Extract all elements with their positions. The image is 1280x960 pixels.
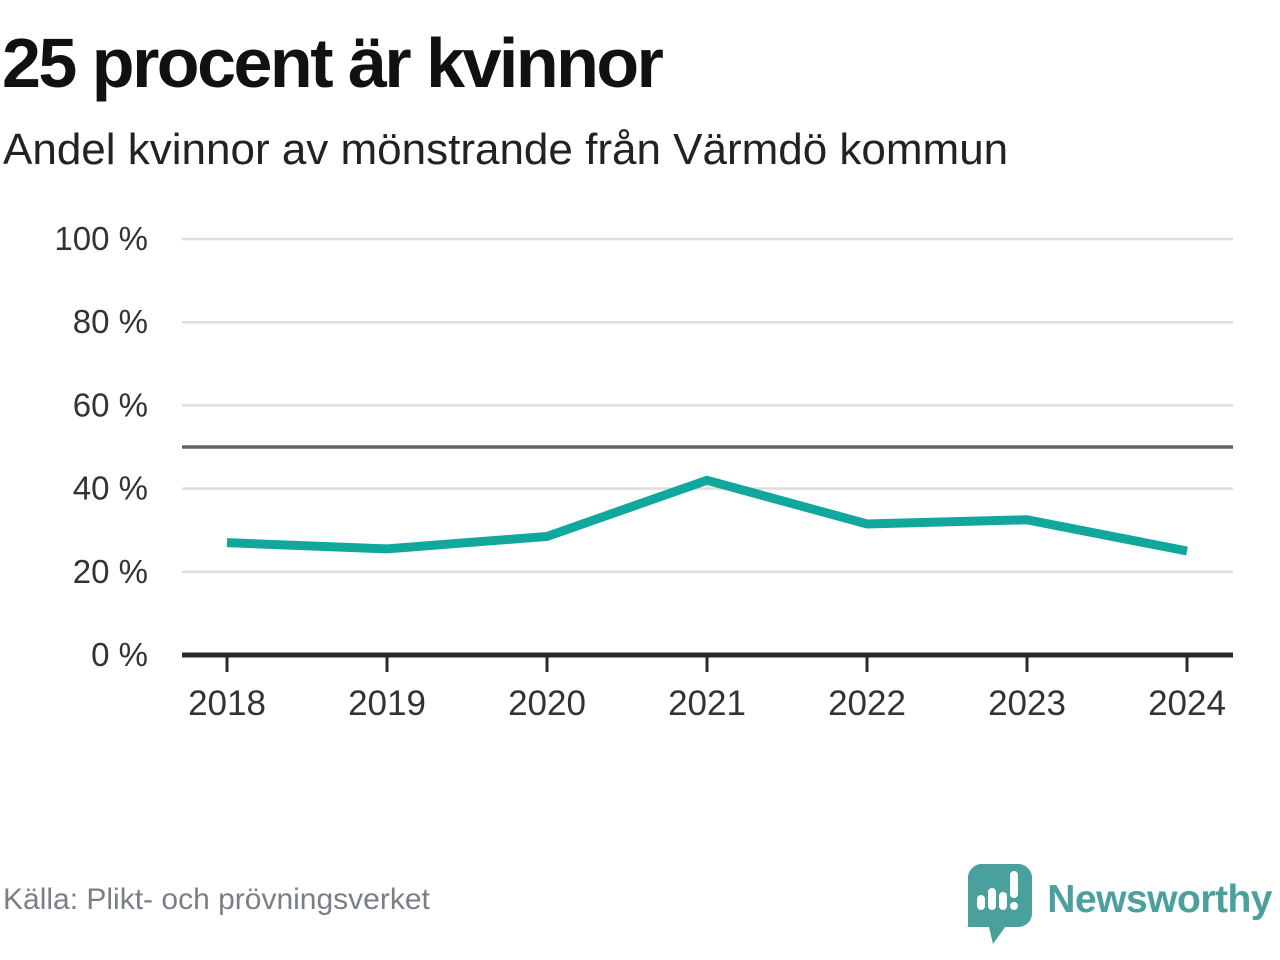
speech-bubble-tail [988, 922, 1009, 944]
y-axis-tick-label: 20 % [73, 552, 148, 589]
x-axis-tick-label: 2022 [828, 684, 906, 723]
y-axis-tick-label: 0 % [91, 636, 148, 673]
x-axis-tick-label: 2024 [1148, 684, 1226, 723]
line-chart-svg: 0 % 20 % 40 % 60 % 80 % 100 % 2018 2019 2020 2021… [54, 220, 1233, 723]
y-axis-tick-label: 60 % [73, 386, 148, 423]
chart-subtitle: Andel kvinnor av mönstrande från Värmdö … [3, 124, 1009, 174]
newsworthy-logo: Newsworthy [967, 863, 1272, 944]
chart-title: 25 procent är kvinnor [2, 24, 664, 102]
newsworthy-bubble-chart-icon [967, 863, 1033, 944]
logo-exclamation-dot [1010, 901, 1019, 910]
source-text: Källa: Plikt- och prövningsverket [3, 883, 430, 916]
newsworthy-logo-text: Newsworthy [1047, 878, 1272, 921]
logo-bar-2 [988, 887, 997, 910]
data-line [226, 475, 1188, 556]
y-axis-tick-label: 40 % [73, 469, 148, 506]
line-chart: 0 % 20 % 40 % 60 % 80 % 100 % 2018 2019 2020 2021… [0, 217, 1280, 752]
y-axis-tick-label: 100 % [54, 220, 148, 257]
footer: Källa: Plikt- och prövningsverket Newswo… [3, 852, 1272, 948]
x-axis-tick-label: 2021 [668, 684, 746, 723]
x-axis-tick-label: 2019 [348, 684, 426, 723]
x-axis-tick-label: 2018 [188, 684, 266, 723]
logo-exclamation-bar [1010, 870, 1019, 898]
x-axis-tick-label: 2020 [508, 684, 586, 723]
logo-bar-1 [977, 894, 986, 910]
y-axis-tick-label: 80 % [73, 303, 148, 340]
logo-bar-3 [999, 891, 1008, 910]
x-axis-tick-label: 2023 [988, 684, 1066, 723]
